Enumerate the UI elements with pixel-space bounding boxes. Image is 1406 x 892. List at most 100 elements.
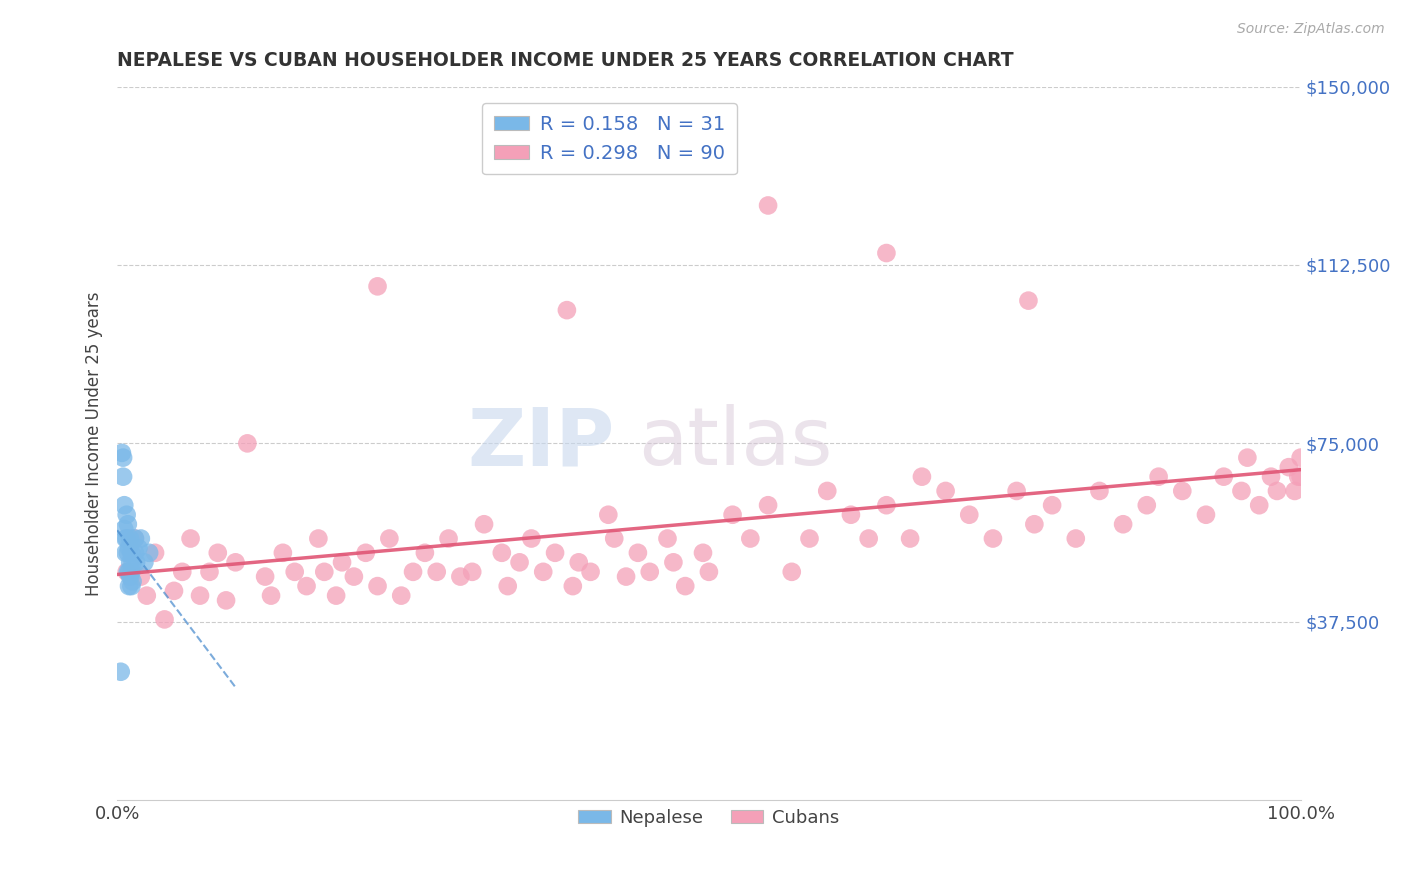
Text: NEPALESE VS CUBAN HOUSEHOLDER INCOME UNDER 25 YEARS CORRELATION CHART: NEPALESE VS CUBAN HOUSEHOLDER INCOME UND… [117, 51, 1014, 70]
Point [598, 508, 620, 522]
Point [1147, 469, 1170, 483]
Point [1112, 517, 1135, 532]
Point [367, 579, 389, 593]
Point [520, 532, 543, 546]
Point [121, 555, 143, 569]
Point [236, 436, 259, 450]
Point [491, 546, 513, 560]
Point [657, 532, 679, 546]
Point [112, 498, 135, 512]
Point [114, 532, 136, 546]
Point [1289, 469, 1312, 483]
Point [135, 589, 157, 603]
Point [673, 579, 696, 593]
Point [496, 579, 519, 593]
Point [207, 546, 229, 560]
Point [163, 583, 186, 598]
Point [1064, 532, 1087, 546]
Text: atlas: atlas [638, 404, 832, 483]
Point [1005, 483, 1028, 498]
Point [120, 532, 142, 546]
Point [143, 546, 166, 560]
Point [839, 508, 862, 522]
Text: Source: ZipAtlas.com: Source: ZipAtlas.com [1237, 22, 1385, 37]
Point [343, 569, 366, 583]
Point [426, 565, 449, 579]
Y-axis label: Householder Income Under 25 years: Householder Income Under 25 years [86, 291, 103, 596]
Point [1088, 483, 1111, 498]
Point [402, 565, 425, 579]
Point [129, 569, 152, 583]
Point [1017, 293, 1039, 308]
Point [121, 574, 143, 589]
Point [579, 565, 602, 579]
Point [957, 508, 980, 522]
Point [314, 565, 336, 579]
Point [124, 532, 146, 546]
Point [118, 579, 141, 593]
Point [472, 517, 495, 532]
Point [325, 589, 347, 603]
Point [1195, 508, 1218, 522]
Point [697, 565, 720, 579]
Point [437, 532, 460, 546]
Point [780, 565, 803, 579]
Point [638, 565, 661, 579]
Point [1212, 469, 1234, 483]
Text: ZIP: ZIP [467, 404, 614, 483]
Point [117, 517, 139, 532]
Point [858, 532, 880, 546]
Point [875, 246, 897, 260]
Point [1024, 517, 1046, 532]
Point [1171, 483, 1194, 498]
Point [120, 579, 142, 593]
Point [120, 565, 142, 579]
Point [721, 508, 744, 522]
Point [911, 469, 934, 483]
Point [1286, 469, 1309, 483]
Point [935, 483, 957, 498]
Point [555, 303, 578, 318]
Point [295, 579, 318, 593]
Point [692, 546, 714, 560]
Point [378, 532, 401, 546]
Point [117, 546, 139, 560]
Point [124, 532, 146, 546]
Point [307, 532, 329, 546]
Point [110, 665, 132, 679]
Point [756, 498, 779, 512]
Point [198, 565, 221, 579]
Point [125, 555, 148, 569]
Point [1136, 498, 1159, 512]
Point [898, 532, 921, 546]
Point [815, 483, 838, 498]
Point [461, 565, 484, 579]
Point [172, 565, 194, 579]
Point [112, 450, 135, 465]
Point [799, 532, 821, 546]
Point [138, 546, 160, 560]
Point [115, 508, 138, 522]
Point [118, 541, 141, 555]
Point [124, 546, 146, 560]
Point [120, 555, 142, 569]
Point [509, 555, 531, 569]
Legend: Nepalese, Cubans: Nepalese, Cubans [571, 802, 846, 834]
Point [1249, 498, 1271, 512]
Point [1289, 450, 1312, 465]
Point [271, 546, 294, 560]
Point [981, 532, 1004, 546]
Point [225, 555, 247, 569]
Point [1230, 483, 1253, 498]
Point [1260, 469, 1282, 483]
Point [1284, 483, 1306, 498]
Point [118, 565, 141, 579]
Point [740, 532, 762, 546]
Point [134, 555, 156, 569]
Point [120, 569, 142, 583]
Point [627, 546, 650, 560]
Point [180, 532, 202, 546]
Point [120, 546, 142, 560]
Point [188, 589, 211, 603]
Point [260, 589, 283, 603]
